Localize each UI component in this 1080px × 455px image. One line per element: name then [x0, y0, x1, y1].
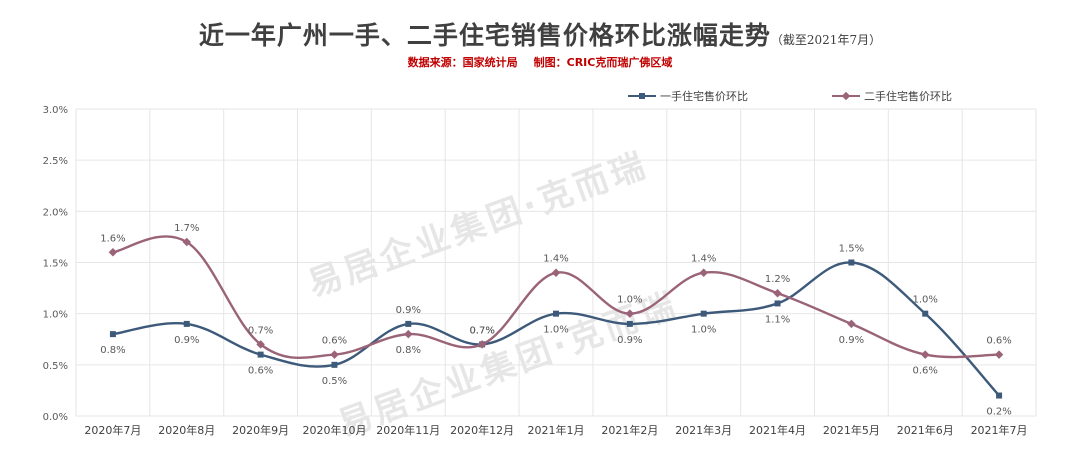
data-label: 1.0% — [691, 325, 716, 336]
data-label: 1.0% — [913, 295, 938, 306]
data-point — [625, 309, 635, 318]
x-tick-label: 2021年5月 — [823, 423, 880, 437]
data-label: 1.4% — [691, 254, 716, 265]
y-tick-label: 1.5% — [43, 259, 68, 270]
data-point — [626, 320, 633, 327]
x-tick-label: 2020年12月 — [450, 423, 514, 437]
x-tick-label: 2020年10月 — [302, 423, 366, 437]
data-point — [996, 392, 1003, 399]
data-point — [699, 268, 708, 277]
data-point — [700, 310, 707, 317]
x-tick-label: 2020年7月 — [84, 423, 141, 437]
data-label: 0.6% — [986, 336, 1011, 347]
data-point — [551, 268, 561, 277]
x-tick-label: 2020年8月 — [158, 423, 215, 437]
y-tick-label: 1.0% — [43, 310, 68, 321]
x-tick-label: 2021年4月 — [749, 423, 806, 437]
x-tick-label: 2020年11月 — [376, 423, 440, 437]
data-point — [477, 340, 487, 349]
data-point — [182, 237, 192, 247]
data-point — [922, 310, 929, 317]
data-point — [183, 320, 190, 327]
y-tick-label: 0.5% — [43, 361, 68, 372]
chart-title-block: 近一年广州一手、二手住宅销售价格环比涨幅走势（截至2021年7月） — [0, 16, 1080, 52]
data-label: 1.0% — [543, 325, 568, 336]
data-label: 0.7% — [469, 325, 494, 336]
data-label: 1.6% — [100, 233, 125, 244]
data-label: 0.9% — [174, 335, 199, 346]
y-tick-label: 2.5% — [43, 156, 68, 167]
data-label: 0.7% — [469, 325, 494, 336]
data-label: 0.5% — [322, 376, 347, 387]
data-label: 0.6% — [248, 366, 273, 377]
data-label: 0.6% — [322, 336, 347, 347]
data-label: 1.4% — [543, 254, 568, 265]
x-tick-label: 2021年6月 — [897, 423, 954, 437]
y-tick-label: 2.0% — [43, 207, 68, 218]
y-tick-label: 3.0% — [43, 105, 68, 116]
data-point — [994, 350, 1004, 359]
data-point — [773, 288, 782, 298]
x-tick-label: 2021年3月 — [675, 423, 732, 437]
series-line — [112, 235, 1000, 359]
data-point — [256, 340, 265, 349]
data-point — [405, 320, 412, 327]
data-label: 1.5% — [839, 244, 864, 255]
data-point — [774, 300, 781, 307]
data-point — [330, 350, 339, 359]
data-label: 0.8% — [100, 345, 125, 356]
chart-subtitle: 数据来源：国家统计局 制图：CRIC克而瑞广佛区域 — [0, 54, 1080, 70]
chart-title-note: （截至2021年7月） — [770, 33, 882, 47]
data-label: 1.0% — [617, 295, 642, 306]
y-tick-label: 0.0% — [43, 412, 68, 423]
data-label: 0.7% — [248, 325, 273, 336]
data-label: 1.1% — [765, 314, 790, 325]
x-tick-label: 2021年2月 — [601, 423, 658, 437]
chart-title: 近一年广州一手、二手住宅销售价格环比涨幅走势 — [198, 21, 771, 50]
data-point — [108, 248, 118, 257]
data-label: 0.9% — [839, 335, 864, 346]
data-point — [109, 331, 116, 338]
data-label: 0.9% — [617, 335, 642, 346]
chart-credit: 制图：CRIC克而瑞广佛区域 — [533, 56, 673, 69]
data-label: 1.7% — [174, 223, 199, 234]
data-source: 数据来源：国家统计局 — [407, 56, 518, 69]
data-label: 0.9% — [396, 305, 421, 316]
x-tick-label: 2021年7月 — [971, 423, 1028, 437]
legend-marker — [841, 91, 851, 101]
x-tick-label: 2021年1月 — [528, 423, 585, 437]
data-point — [553, 310, 559, 317]
data-label: 0.2% — [986, 407, 1011, 418]
data-point — [404, 329, 413, 339]
legend-label: 二手住宅售价环比 — [864, 89, 952, 103]
data-label: 0.8% — [396, 345, 421, 356]
data-point — [920, 350, 930, 359]
data-label: 0.6% — [913, 366, 938, 377]
data-label: 1.2% — [765, 274, 790, 285]
x-tick-label: 2020年9月 — [232, 423, 289, 437]
data-point — [257, 351, 264, 358]
data-point — [331, 361, 338, 368]
data-point — [848, 259, 855, 266]
data-point — [847, 319, 856, 329]
legend-label: 一手住宅售价环比 — [660, 89, 748, 103]
legend-marker — [639, 93, 645, 99]
